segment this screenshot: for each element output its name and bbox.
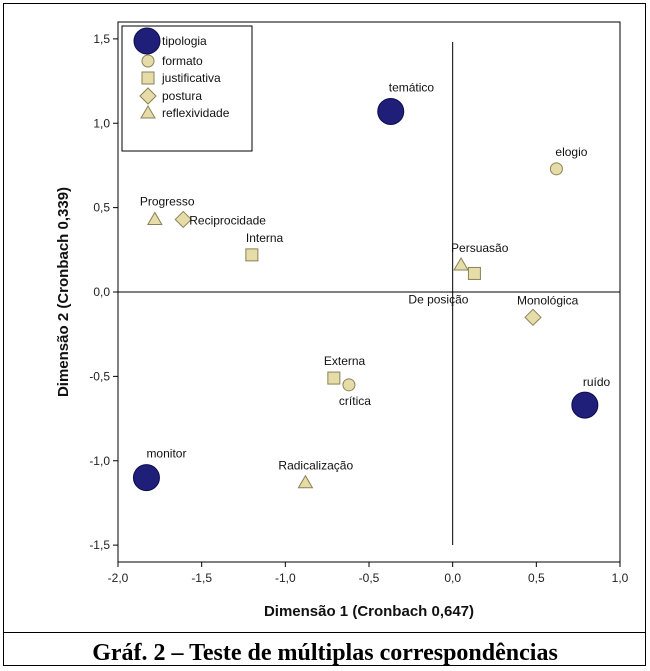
legend-label-tipologia: tipologia <box>162 34 207 48</box>
point-label: De posição <box>408 292 468 306</box>
point-formato <box>342 378 356 392</box>
point-label: Interna <box>246 231 284 245</box>
y-tick-label: -1,5 <box>89 538 110 552</box>
legend-marker-tipologia <box>133 27 161 55</box>
point-label: elogio <box>555 145 587 159</box>
x-axis-title: Dimensão 1 (Cronbach 0,647) <box>264 603 474 620</box>
point-tipologia <box>132 464 160 492</box>
x-tick-label: 0,0 <box>444 571 461 585</box>
x-tick-label: -2,0 <box>108 571 129 585</box>
x-tick-label: -1,0 <box>275 571 296 585</box>
scatter-chart: -2,0 -1,5 -1,0 -0,5 0,0 0,5 1,0 -1,5 -1,0 -0,5 0,0… <box>55 21 629 620</box>
series-tipologia: temático ruído monitor <box>132 80 611 492</box>
figure-caption: Gráf. 2 – Teste de múltiplas correspondê… <box>92 640 558 666</box>
caption-separator <box>3 632 646 633</box>
y-axis-title: Dimensão 2 (Cronbach 0,339) <box>55 187 72 397</box>
point-label: Reciprocidade <box>189 213 266 227</box>
point-label: crítica <box>339 394 371 408</box>
legend: tipologia formato justificativa postura refl… <box>121 25 253 152</box>
legend-marker-postura <box>139 87 157 105</box>
legend-marker-justificativa <box>141 71 155 85</box>
point-label: monitor <box>146 447 186 461</box>
reference-lines <box>118 42 620 545</box>
point-reflexividade <box>453 257 469 271</box>
point-label: Persuasão <box>451 241 509 255</box>
y-tick-label: -0,5 <box>89 369 110 383</box>
point-label: ruído <box>583 375 611 389</box>
point-tipologia <box>571 391 599 419</box>
series-justificativa: Interna De posição Externa <box>245 231 481 385</box>
y-tick-label: 0,0 <box>93 285 110 299</box>
data-points: temático ruído monitor elogio crítica Interna… <box>132 80 611 492</box>
legend-label-reflexividade: reflexividade <box>162 106 230 120</box>
axis-ticks: -2,0 -1,5 -1,0 -0,5 0,0 0,5 1,0 -1,5 -1,0 -0,5 0,0… <box>89 32 628 585</box>
figure-frame <box>3 3 646 666</box>
point-label: Radicalização <box>278 459 353 473</box>
series-formato: elogio crítica <box>339 145 588 408</box>
point-justificativa <box>245 248 259 262</box>
series-reflexividade: Progresso Persuasão Radicalização <box>140 194 509 489</box>
point-formato <box>549 162 563 176</box>
x-tick-label: -1,5 <box>191 571 212 585</box>
series-postura: Reciprocidade Monológica <box>174 210 579 327</box>
point-label: Progresso <box>140 194 195 208</box>
x-tick-label: 0,5 <box>528 571 545 585</box>
point-justificativa <box>327 371 341 385</box>
legend-label-justificativa: justificativa <box>161 71 221 85</box>
point-label: Monológica <box>517 293 579 307</box>
y-tick-label: 1,0 <box>93 116 110 130</box>
point-tipologia <box>377 97 405 125</box>
point-reflexividade <box>297 474 314 489</box>
y-tick-label: 1,5 <box>93 32 110 46</box>
legend-marker-formato <box>141 54 155 68</box>
point-label: Externa <box>324 354 366 368</box>
legend-label-formato: formato <box>162 54 203 68</box>
x-tick-label: 1,0 <box>612 571 629 585</box>
point-postura <box>174 210 192 229</box>
y-tick-label: -1,0 <box>89 454 110 468</box>
legend-marker-reflexividade <box>140 105 156 119</box>
point-justificativa <box>467 266 481 280</box>
point-reflexividade <box>146 211 163 225</box>
x-tick-label: -0,5 <box>359 571 380 585</box>
point-postura <box>524 308 542 327</box>
legend-label-postura: postura <box>162 89 202 103</box>
point-label: temático <box>389 80 435 94</box>
y-tick-label: 0,5 <box>93 201 110 215</box>
